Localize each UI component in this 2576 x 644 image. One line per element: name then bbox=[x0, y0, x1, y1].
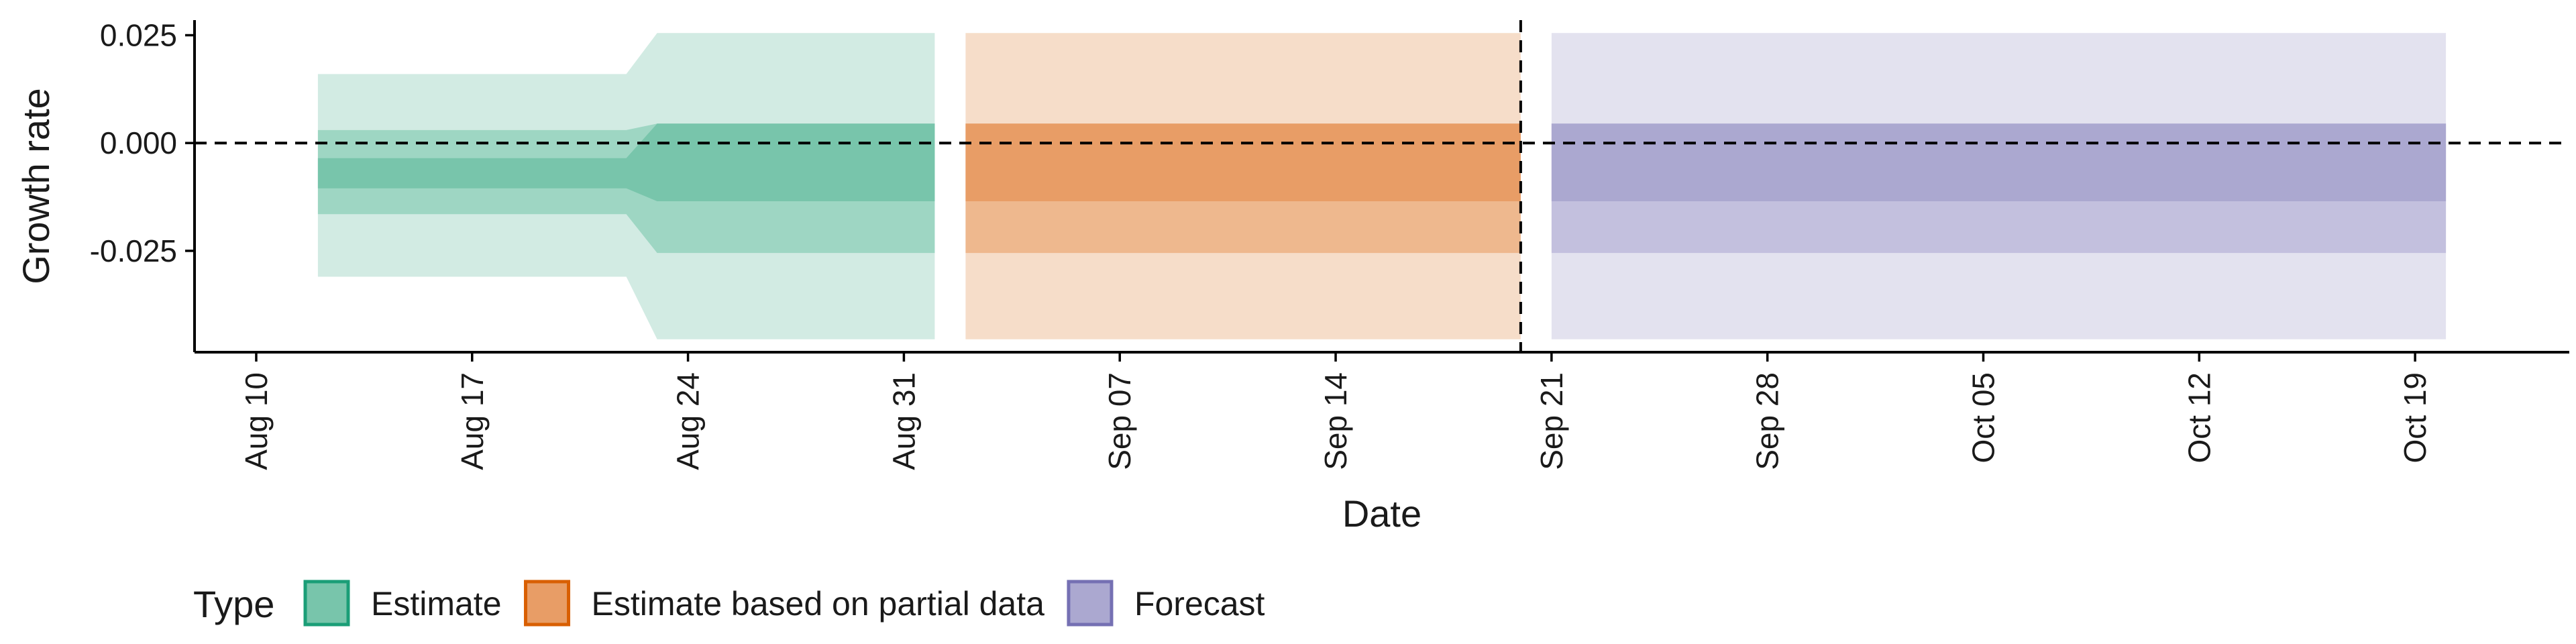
x-tick-label: Aug 31 bbox=[886, 372, 921, 470]
y-tick-label: 0.000 bbox=[100, 125, 177, 160]
band-inner-2 bbox=[1551, 123, 2447, 201]
x-tick-label: Sep 14 bbox=[1318, 372, 1353, 470]
y-tick-label: 0.025 bbox=[100, 18, 177, 53]
legend: Type Estimate Estimate based on partial d… bbox=[193, 580, 1265, 627]
legend-items: Estimate Estimate based on partial data Fo… bbox=[303, 580, 1265, 627]
axes: 0.025 0.000 -0.025 Aug 10 Aug 17 Aug 24 Aug 3… bbox=[90, 18, 2569, 470]
x-tick-label: Sep 28 bbox=[1750, 372, 1785, 470]
uncertainty-bands bbox=[317, 33, 2447, 339]
x-tick-label: Aug 17 bbox=[455, 372, 490, 470]
reference-lines bbox=[195, 20, 2569, 352]
legend-key-0 bbox=[303, 580, 350, 627]
legend-title: Type bbox=[193, 583, 274, 625]
band-group-0 bbox=[317, 33, 935, 339]
x-tick-label: Oct 12 bbox=[2182, 372, 2216, 464]
y-tick-label: -0.025 bbox=[90, 233, 177, 268]
legend-key-1 bbox=[524, 580, 571, 627]
legend-label-0: Estimate bbox=[371, 585, 502, 623]
x-tick-label: Sep 07 bbox=[1102, 372, 1137, 470]
x-tick-label: Oct 05 bbox=[1966, 372, 2000, 464]
legend-key-2 bbox=[1067, 580, 1114, 627]
band-group-2 bbox=[1551, 33, 2447, 339]
x-tick-label: Aug 10 bbox=[239, 372, 274, 470]
x-tick-label: Aug 24 bbox=[671, 372, 706, 470]
y-axis-title: Growth rate bbox=[15, 88, 57, 284]
legend-label-2: Forecast bbox=[1134, 585, 1265, 623]
y-axis-ticks: 0.025 0.000 -0.025 bbox=[90, 18, 195, 268]
x-axis-ticks: Aug 10 Aug 17 Aug 24 Aug 31 Sep 07 Sep 14 Sep … bbox=[239, 352, 2432, 470]
x-tick-label: Sep 21 bbox=[1534, 372, 1569, 470]
x-axis-title: Date bbox=[1342, 492, 1421, 535]
x-tick-label: Oct 19 bbox=[2398, 372, 2432, 464]
legend-label-1: Estimate based on partial data bbox=[592, 585, 1045, 623]
band-inner-1 bbox=[965, 123, 1521, 201]
band-group-1 bbox=[965, 33, 1521, 339]
